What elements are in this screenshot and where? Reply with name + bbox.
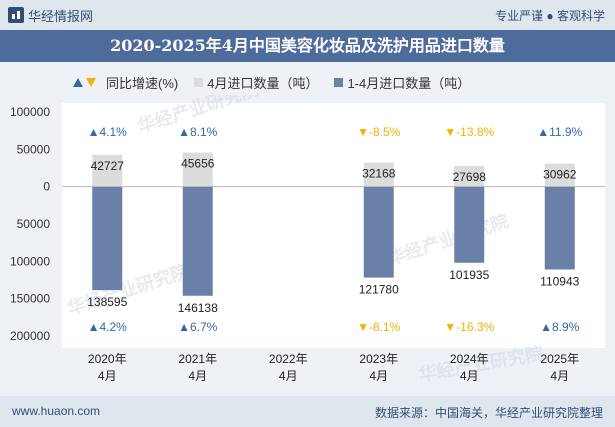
data-label-cumulative: 138595 bbox=[87, 295, 127, 309]
legend-item-april: 4月进口数量（吨） bbox=[194, 73, 318, 92]
x-tick-label-year: 2022年 bbox=[269, 352, 308, 366]
growth-april-label: ▼-13.8% bbox=[444, 125, 494, 139]
growth-cumulative-label: ▲6.7% bbox=[178, 320, 218, 334]
chart-plot: 华经产业研究院华经产业研究院华经产业研究院华经产业研究院100000500000… bbox=[10, 95, 605, 386]
bar-april bbox=[92, 154, 123, 187]
bar-cumulative bbox=[454, 186, 485, 263]
bar-april bbox=[454, 165, 485, 187]
growth-cumulative-label: ▼-16.3% bbox=[444, 320, 494, 334]
x-tick-label-year: 2021年 bbox=[178, 352, 217, 366]
growth-cumulative-label: ▲4.2% bbox=[88, 320, 128, 334]
x-tick-label-month: 4月 bbox=[550, 369, 569, 383]
data-label-cumulative: 146138 bbox=[178, 301, 218, 315]
legend-label-april: 4月进口数量（吨） bbox=[207, 75, 319, 91]
legend-swatch-cumulative bbox=[334, 77, 344, 87]
bar-april bbox=[182, 152, 213, 187]
x-tick-label-year: 2023年 bbox=[359, 352, 398, 366]
footer-source: 数据来源：中国海关，华经产业研究院整理 bbox=[374, 406, 603, 420]
brand-logo-icon bbox=[8, 7, 24, 23]
bar-cumulative bbox=[544, 186, 575, 270]
footer: www.huaon.com 数据来源：中国海关，华经产业研究院整理 bbox=[0, 396, 615, 427]
legend-swatch-april bbox=[194, 77, 204, 87]
brand: 华经情报网 bbox=[8, 6, 93, 24]
y-tick-label: 50000 bbox=[17, 217, 51, 231]
title-bar: 2020-2025年4月中国美容化妆品及洗护用品进口数量 bbox=[0, 30, 615, 62]
plot-background bbox=[62, 103, 605, 348]
footer-url: www.huaon.com bbox=[12, 404, 101, 418]
data-label-april: 42727 bbox=[91, 159, 125, 173]
y-tick-label: 200000 bbox=[10, 329, 50, 343]
bar-april bbox=[363, 162, 394, 187]
x-tick-label-month: 4月 bbox=[188, 369, 207, 383]
x-tick-label-year: 2025年 bbox=[540, 352, 579, 366]
legend-item-cumulative: 1-4月进口数量（吨） bbox=[334, 73, 470, 92]
legend-label-cumulative: 1-4月进口数量（吨） bbox=[347, 75, 471, 91]
data-label-cumulative: 121780 bbox=[359, 283, 399, 297]
legend: 同比增速(%) 4月进口数量（吨） 1-4月进口数量（吨） bbox=[72, 72, 486, 92]
growth-april-label: ▲11.9% bbox=[537, 125, 582, 139]
data-label-april: 27698 bbox=[453, 170, 487, 184]
y-tick-label: 100000 bbox=[10, 254, 50, 268]
bar-cumulative bbox=[363, 186, 394, 278]
legend-label-growth: 同比增速(%) bbox=[106, 75, 179, 91]
top-bar: 华经情报网 专业严谨 ● 客观科学 bbox=[0, 0, 615, 30]
data-label-cumulative: 101935 bbox=[449, 268, 489, 282]
y-tick-label: 0 bbox=[43, 180, 50, 194]
tagline: 专业严谨 ● 客观科学 bbox=[495, 9, 605, 23]
x-tick-label-month: 4月 bbox=[279, 369, 298, 383]
x-tick-label-month: 4月 bbox=[369, 369, 388, 383]
growth-arrows-icon bbox=[73, 78, 96, 87]
x-tick-label-year: 2024年 bbox=[450, 352, 489, 366]
legend-item-growth: 同比增速(%) bbox=[72, 73, 178, 92]
y-tick-label: 100000 bbox=[10, 105, 50, 119]
data-label-april: 45656 bbox=[181, 157, 215, 171]
growth-cumulative-label: ▲8.9% bbox=[540, 320, 580, 334]
brand-name: 华经情报网 bbox=[28, 8, 94, 24]
data-label-cumulative: 110943 bbox=[540, 275, 579, 289]
bar-cumulative bbox=[182, 186, 213, 296]
y-tick-label: 50000 bbox=[17, 142, 51, 156]
chart-title: 2020-2025年4月中国美容化妆品及洗护用品进口数量 bbox=[110, 36, 505, 55]
growth-april-label: ▲8.1% bbox=[178, 125, 218, 139]
data-label-april: 30962 bbox=[543, 168, 577, 182]
growth-april-label: ▼-8.5% bbox=[357, 125, 401, 139]
y-tick-label: 150000 bbox=[10, 292, 50, 306]
x-tick-label-year: 2020年 bbox=[88, 352, 127, 366]
x-tick-label-month: 4月 bbox=[98, 369, 117, 383]
data-label-april: 32168 bbox=[362, 167, 396, 181]
bar-april bbox=[544, 163, 575, 187]
bar-cumulative bbox=[92, 186, 123, 291]
growth-april-label: ▲4.1% bbox=[88, 125, 128, 139]
growth-cumulative-label: ▼-8.1% bbox=[357, 320, 401, 334]
x-tick-label-month: 4月 bbox=[460, 369, 479, 383]
